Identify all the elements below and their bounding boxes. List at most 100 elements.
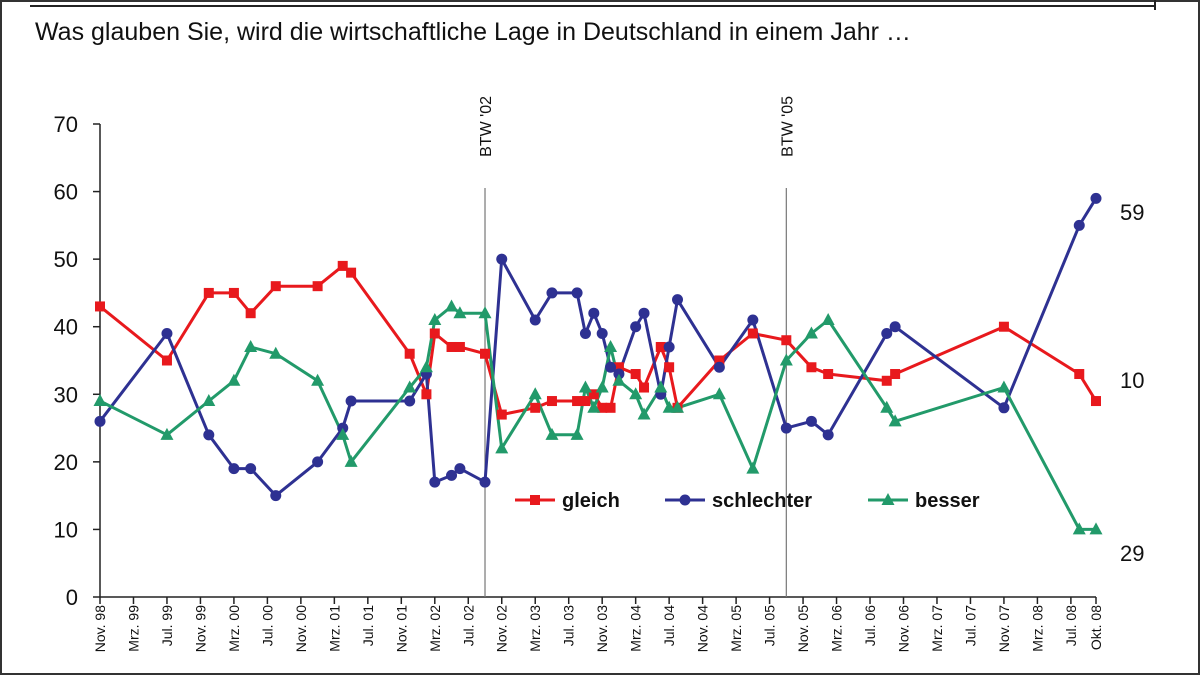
marker: [572, 396, 583, 407]
x-tick-label: Nov. 07: [996, 605, 1012, 652]
legend-marker: [530, 495, 540, 505]
marker: [336, 427, 350, 440]
y-tick-label: 40: [54, 315, 78, 340]
marker: [780, 422, 792, 434]
marker: [612, 373, 626, 386]
marker: [587, 400, 601, 413]
y-tick-label: 0: [66, 585, 78, 610]
marker: [881, 327, 893, 339]
x-tick-label: Jul. 08: [1063, 605, 1079, 646]
marker: [404, 348, 415, 359]
marker: [571, 287, 583, 299]
marker: [530, 402, 541, 413]
marker: [345, 395, 357, 407]
marker: [998, 402, 1010, 414]
x-tick-label: Nov. 04: [695, 605, 711, 652]
marker: [269, 346, 283, 359]
legend-label: schlechter: [712, 490, 812, 512]
marker: [629, 387, 643, 400]
marker: [630, 369, 641, 380]
marker: [312, 281, 323, 292]
marker: [1074, 369, 1085, 380]
x-tick-label: Nov. 03: [594, 605, 610, 652]
x-tick-label: Nov. 05: [795, 605, 811, 652]
y-tick-label: 50: [54, 247, 78, 272]
marker: [779, 353, 793, 366]
marker: [637, 407, 651, 420]
marker: [595, 380, 609, 393]
x-tick-label: Nov. 06: [895, 605, 911, 652]
marker: [454, 341, 465, 352]
marker: [804, 326, 818, 339]
marker: [821, 312, 835, 325]
legend-label: besser: [915, 490, 980, 512]
marker: [714, 355, 725, 366]
marker: [203, 287, 214, 298]
marker: [638, 307, 650, 319]
marker: [671, 400, 685, 413]
marker: [528, 387, 542, 400]
marker: [613, 362, 624, 373]
marker: [404, 395, 416, 407]
marker: [479, 476, 491, 488]
x-tick-label: Mrz. 02: [427, 605, 443, 652]
marker: [496, 253, 508, 265]
marker: [495, 441, 509, 454]
marker: [546, 287, 558, 299]
marker: [419, 360, 433, 373]
marker: [93, 394, 107, 407]
chart-title: Was glauben Sie, wird die wirtschaftlich…: [35, 18, 911, 46]
marker: [546, 396, 557, 407]
y-tick-label: 10: [54, 517, 78, 542]
x-tick-label: Jul. 04: [661, 605, 677, 646]
x-tick-label: Jul. 01: [360, 605, 376, 646]
y-tick-label: 70: [54, 112, 78, 137]
y-tick-label: 30: [54, 382, 78, 407]
marker: [545, 427, 559, 440]
x-tick-label: Nov. 02: [494, 605, 510, 652]
marker: [446, 469, 458, 481]
marker: [529, 314, 541, 326]
marker: [270, 281, 281, 292]
x-tick-label: Jul. 03: [561, 605, 577, 646]
marker: [453, 306, 467, 319]
x-tick-label: Jul. 02: [460, 605, 476, 646]
marker: [203, 429, 215, 441]
marker: [747, 328, 758, 339]
marker: [421, 389, 432, 400]
x-tick-label: Nov. 98: [92, 605, 108, 652]
x-tick-label: Mrz. 08: [1029, 605, 1045, 652]
marker: [672, 294, 684, 306]
marker: [446, 341, 457, 352]
legend-marker: [881, 493, 895, 505]
x-tick-label: Jul. 05: [762, 605, 778, 646]
end-label: 10: [1120, 368, 1144, 393]
x-tick-label: Mrz. 01: [326, 605, 342, 652]
marker: [578, 380, 592, 393]
marker: [888, 414, 902, 427]
marker: [1073, 219, 1085, 231]
y-tick-label: 20: [54, 450, 78, 475]
x-tick-label: Jul. 07: [962, 605, 978, 646]
end-label: 29: [1120, 541, 1144, 566]
marker: [1091, 396, 1101, 407]
marker: [94, 415, 106, 427]
marker: [588, 389, 599, 400]
marker: [712, 387, 726, 400]
marker: [445, 299, 459, 312]
marker: [403, 380, 417, 393]
marker: [997, 380, 1011, 393]
marker: [881, 375, 892, 386]
marker: [244, 339, 258, 352]
marker: [1089, 522, 1103, 535]
marker: [806, 362, 817, 373]
marker: [344, 454, 358, 467]
marker: [662, 400, 676, 413]
marker: [245, 463, 257, 475]
marker: [161, 327, 173, 339]
marker: [312, 456, 324, 468]
x-tick-label: Mrz. 05: [728, 605, 744, 652]
marker: [654, 380, 668, 393]
marker: [429, 476, 441, 488]
x-tick-label: Jul. 99: [159, 605, 175, 646]
